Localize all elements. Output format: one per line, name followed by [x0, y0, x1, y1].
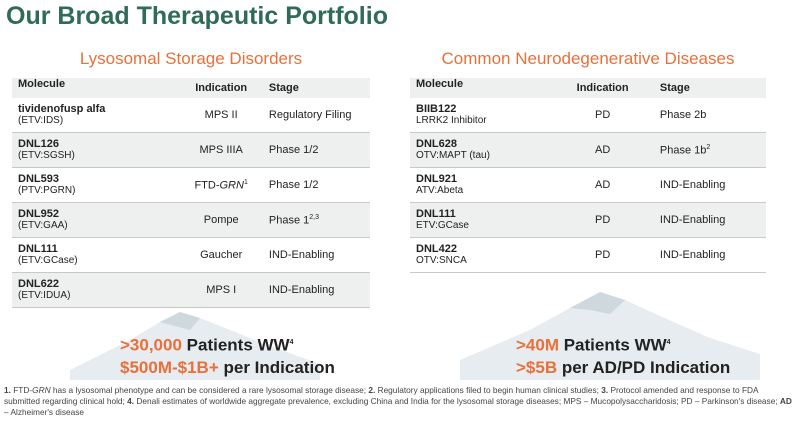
table-row: DNL628 OTV:MAPT (tau) AD Phase 1b2	[410, 133, 766, 168]
indication: MPS II	[204, 109, 238, 121]
lsd-panel: Lysosomal Storage Disorders Molecule Ind…	[12, 46, 370, 308]
lsd-table-header: Molecule Indication Stage	[12, 78, 370, 98]
table-row: DNL111 (ETV:GCase) Gaucher IND-Enabling	[12, 238, 370, 273]
table-row: tividenofusp alfa (ETV:IDS) MPS II Regula…	[12, 98, 370, 133]
col-indication: Indication	[576, 82, 629, 94]
indication: PD	[594, 109, 611, 121]
neuro-value: >$5B per AD/PD Indication	[516, 357, 731, 377]
col-molecule: Molecule	[18, 78, 66, 90]
indication: AD	[594, 179, 611, 191]
stage: Regulatory Filing	[268, 109, 352, 121]
molecule-name: BIIB122	[416, 103, 457, 115]
stage: IND-Enabling	[268, 284, 335, 296]
neuro-stats: >40M Patients WW4 >$5B per AD/PD Indicat…	[516, 332, 730, 379]
molecule-target: (ETV:SGSH)	[18, 150, 75, 161]
molecule-name: DNL622	[18, 278, 59, 290]
indication: AD	[594, 144, 611, 156]
molecule-target: (ETV:GAA)	[18, 220, 68, 231]
molecule-target: (ETV:IDUA)	[18, 290, 71, 301]
molecule-name: tividenofusp alfa	[18, 103, 106, 115]
molecule-target: OTV:SNCA	[416, 255, 467, 266]
lsd-heading: Lysosomal Storage Disorders	[79, 49, 303, 68]
indication: MPS I	[206, 284, 237, 296]
mountain-illustration-right	[460, 292, 760, 380]
mountain-illustration-left	[70, 312, 320, 380]
molecule-target: (ETV:GCase)	[18, 255, 78, 266]
neuro-patients: >40M Patients WW4	[516, 335, 671, 355]
indication: MPS IIIA	[199, 144, 243, 156]
neuro-table-header: Molecule Indication Stage	[410, 78, 766, 98]
molecule-name: DNL628	[416, 138, 457, 150]
indication: PD	[594, 249, 611, 261]
table-row: DNL921 ATV:Abeta AD IND-Enabling	[410, 168, 766, 203]
neuro-heading: Common Neurodegenerative Diseases	[441, 49, 735, 68]
molecule-target: ETV:GCase	[416, 220, 469, 231]
indication: FTD-GRN1	[194, 178, 248, 192]
molecule-name: DNL921	[416, 173, 457, 185]
stage: IND-Enabling	[659, 249, 726, 261]
molecule-name: DNL126	[18, 138, 59, 150]
table-row: DNL622 (ETV:IDUA) MPS I IND-Enabling	[12, 273, 370, 308]
molecule-target: (PTV:PGRN)	[18, 185, 76, 196]
molecule-name: DNL111	[416, 208, 456, 220]
table-row: DNL952 (ETV:GAA) Pompe Phase 12,3	[12, 203, 370, 238]
stage: Phase 1b2	[659, 143, 711, 157]
table-row: DNL111 ETV:GCase PD IND-Enabling	[410, 203, 766, 238]
table-row: BIIB122 LRRK2 Inhibitor PD Phase 2b	[410, 98, 766, 133]
table-row: DNL593 (PTV:PGRN) FTD-GRN1 Phase 1/2	[12, 168, 370, 203]
indication: Gaucher	[200, 249, 243, 261]
indication: Pompe	[203, 214, 239, 226]
molecule-target: LRRK2 Inhibitor	[416, 115, 487, 126]
col-indication: Indication	[195, 82, 248, 94]
molecule-name: DNL111	[18, 243, 58, 255]
molecule-target: OTV:MAPT (tau)	[416, 150, 490, 161]
stage: Phase 2b	[659, 109, 707, 121]
stage: IND-Enabling	[659, 179, 726, 191]
neuro-panel: Common Neurodegenerative Diseases Molecu…	[410, 46, 766, 273]
table-row: DNL126 (ETV:SGSH) MPS IIIA Phase 1/2	[12, 133, 370, 168]
molecule-target: ATV:Abeta	[416, 185, 464, 196]
lsd-value: $500M-$1B+ per Indication	[120, 357, 335, 377]
molecule-name: DNL422	[416, 243, 457, 255]
stage: IND-Enabling	[659, 214, 726, 226]
table-row: DNL422 OTV:SNCA PD IND-Enabling	[410, 238, 766, 273]
col-stage: Stage	[659, 82, 690, 94]
indication: PD	[594, 214, 611, 226]
lsd-stats: >30,000 Patients WW4 $500M-$1B+ per Indi…	[120, 332, 335, 379]
col-stage: Stage	[268, 82, 299, 94]
stage: Phase 1/2	[268, 144, 319, 156]
lsd-patients: >30,000 Patients WW4	[120, 335, 294, 355]
molecule-target: (ETV:IDS)	[18, 115, 64, 126]
stage: Phase 12,3	[268, 213, 320, 227]
col-molecule: Molecule	[416, 78, 464, 90]
footnotes: 1. FTD-GRN has a lysosomal phenotype and…	[4, 385, 792, 417]
page-title: Our Broad Therapeutic Portfolio	[6, 2, 388, 30]
molecule-name: DNL593	[18, 173, 59, 185]
molecule-name: DNL952	[18, 208, 59, 220]
stage: Phase 1/2	[268, 179, 319, 191]
stage: IND-Enabling	[268, 249, 335, 261]
